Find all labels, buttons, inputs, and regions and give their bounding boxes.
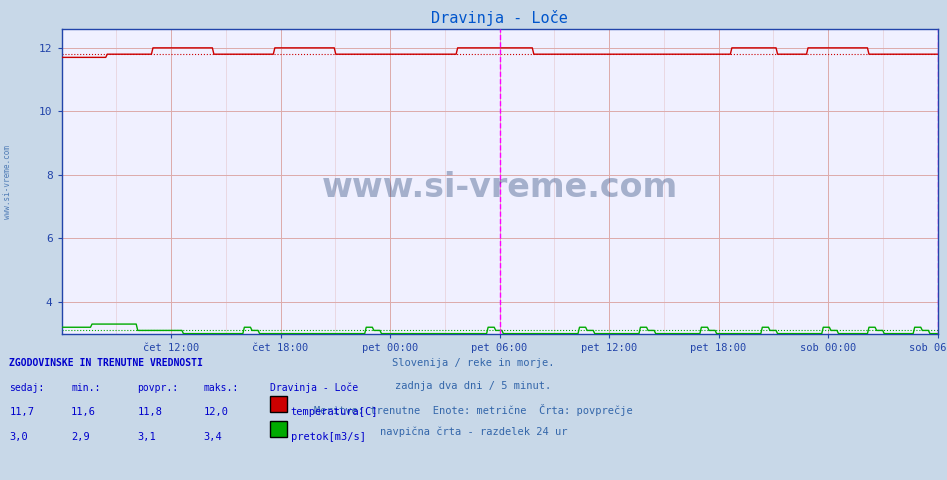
Text: 11,8: 11,8 (137, 407, 162, 417)
Text: temperatura[C]: temperatura[C] (291, 407, 378, 417)
Text: Meritve: trenutne  Enote: metrične  Črta: povprečje: Meritve: trenutne Enote: metrične Črta: … (314, 404, 633, 416)
Text: 11,7: 11,7 (9, 407, 34, 417)
Text: www.si-vreme.com: www.si-vreme.com (321, 171, 678, 204)
Text: 3,0: 3,0 (9, 432, 28, 442)
Text: navpična črta - razdelek 24 ur: navpična črta - razdelek 24 ur (380, 427, 567, 437)
Text: Slovenija / reke in morje.: Slovenija / reke in morje. (392, 358, 555, 368)
Text: sedaj:: sedaj: (9, 383, 45, 393)
Text: povpr.:: povpr.: (137, 383, 178, 393)
Text: 3,1: 3,1 (137, 432, 156, 442)
Text: 2,9: 2,9 (71, 432, 90, 442)
Text: maks.:: maks.: (204, 383, 239, 393)
Text: Dravinja - Loče: Dravinja - Loče (270, 383, 358, 393)
Text: min.:: min.: (71, 383, 100, 393)
Text: pretok[m3/s]: pretok[m3/s] (291, 432, 366, 442)
Text: 11,6: 11,6 (71, 407, 96, 417)
Text: www.si-vreme.com: www.si-vreme.com (3, 145, 12, 219)
Text: zadnja dva dni / 5 minut.: zadnja dva dni / 5 minut. (396, 381, 551, 391)
Text: ZGODOVINSKE IN TRENUTNE VREDNOSTI: ZGODOVINSKE IN TRENUTNE VREDNOSTI (9, 358, 204, 368)
Text: 12,0: 12,0 (204, 407, 228, 417)
Text: 3,4: 3,4 (204, 432, 223, 442)
Title: Dravinja - Loče: Dravinja - Loče (431, 10, 568, 26)
